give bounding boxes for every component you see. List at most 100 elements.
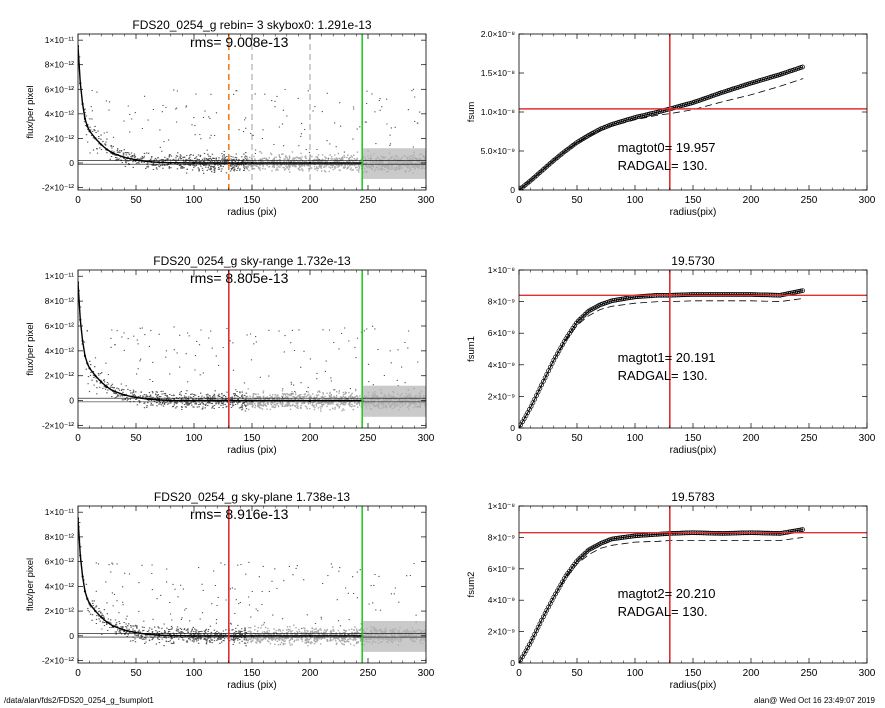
circle-marker [636,533,642,538]
profile-marker [169,161,172,164]
circle-marker [617,535,623,541]
profile-marker [111,152,114,155]
profile-marker [88,602,91,605]
circle-marker [720,292,725,297]
circle-marker [547,364,553,370]
x-tick-label: 300 [859,668,876,679]
circle-marker [711,292,717,297]
y-tick-label: -2×10⁻¹² [42,656,74,666]
circle-marker [701,292,706,297]
scatter-band-outer [362,620,426,652]
x-tick-label: 50 [130,668,142,679]
x-tick-label: 300 [418,195,435,206]
profile-marker [111,389,114,392]
plot-area [519,506,867,663]
magtot-annotation: magtot2= 20.210 [618,586,716,601]
circle-marker [730,292,736,297]
circle-marker [697,292,703,297]
chart-panel-4: magtot1= 20.191 RADGAL= 130. 0 50 100 150 200 2… [466,254,876,456]
x-tick-label: 100 [627,195,644,206]
x-tick-label: 100 [186,433,203,444]
y-tick-label: 1×10⁻⁸ [488,265,516,275]
scatter-band-outer [362,148,426,179]
y-tick-label: 8×10⁻⁹ [488,297,516,307]
y-tick-label: 4×10⁻¹² [45,109,74,119]
circle-marker [608,536,614,542]
y-tick-label: -2×10⁻¹² [42,183,74,193]
profile-line [78,518,363,637]
x-tick-label: 50 [571,433,583,444]
circle-marker [621,535,626,540]
circle-marker [748,292,753,297]
profile-marker [158,161,161,164]
y-tick-label: 0 [69,396,74,406]
circle-marker [638,294,644,299]
circle-marker [741,292,746,297]
circle-marker [734,292,739,297]
chart-panel-6: magtot2= 20.210 RADGAL= 130. 0 50 100 150 200 2… [466,490,876,691]
profile-marker [169,634,172,637]
circle-marker [622,534,628,540]
x-tick-label: 50 [130,195,142,206]
x-tick-label: 250 [801,433,818,444]
circle-marker [716,531,722,536]
x-tick-label: 150 [244,433,261,444]
x-tick-label: 300 [418,668,435,679]
circle-marker [614,535,619,541]
circle-marker [777,531,783,536]
chart-panel-3: 0 50 100 150 200 250 300-2×10⁻¹²02×10⁻¹²4×10⁻¹… [25,254,435,456]
circle-marker [629,533,635,539]
scatter-band-outer [362,385,426,417]
circle-marker [704,292,710,297]
y-tick-label: 6×10⁻⁹ [488,328,516,338]
profile-marker [250,161,254,165]
circle-marker [652,110,658,116]
y-tick-label: 1×10⁻¹¹ [45,35,74,45]
circle-marker [800,288,805,294]
profile-marker [100,380,103,384]
x-tick-label: 0 [75,433,81,444]
magtot-annotation: magtot0= 19.957 [618,140,716,155]
x-tick-label: 150 [685,668,702,679]
radgal-annotation: RADGAL= 130. [618,368,708,383]
chart-panel-2: magtot0= 19.957 RADGAL= 130. 0 50 100 150 200 2… [466,29,876,218]
circle-marker [715,292,720,297]
profile-marker [308,161,312,165]
x-tick-label: 0 [75,668,81,679]
circle-marker [612,536,618,541]
chart-title: 19.5783 [671,490,715,504]
y-tick-label: 8×10⁻¹² [45,532,74,542]
circle-marker [690,292,696,297]
circle-marker [615,535,621,541]
circle-marker [530,635,536,641]
y-tick-label: 5.0×10⁻⁹ [481,146,516,156]
profile-marker [94,137,97,140]
y-tick-label: 2×10⁻¹² [45,371,74,381]
circle-marker [706,292,712,297]
profile-marker [146,160,149,163]
y-tick-label: 8×10⁻¹² [45,60,74,70]
x-axis-label: radius(pix) [670,680,717,691]
profile-marker [192,399,196,402]
circle-marker [634,533,640,539]
chart-title: FDS20_0254_g rebin= 3 skybox0: 1.291e-13 [132,18,371,32]
x-tick-label: 100 [186,195,203,206]
y-tick-label: 1×10⁻¹¹ [45,271,74,281]
y-tick-label: 4×10⁻⁹ [488,595,516,605]
circle-marker [800,64,805,70]
x-tick-label: 200 [743,668,760,679]
chart-title: 19.5730 [671,254,715,268]
circle-marker [737,292,743,297]
circle-marker [775,531,781,536]
x-tick-label: 50 [130,433,142,444]
circle-marker [798,288,804,294]
profile-marker [86,362,89,365]
circle-marker [721,292,727,297]
circle-marker [617,297,623,302]
circle-marker [688,292,694,297]
circle-marker [645,293,651,299]
profile-marker [192,161,196,165]
profile-marker [158,634,161,637]
profile-line [78,282,363,402]
circle-marker [789,529,795,534]
